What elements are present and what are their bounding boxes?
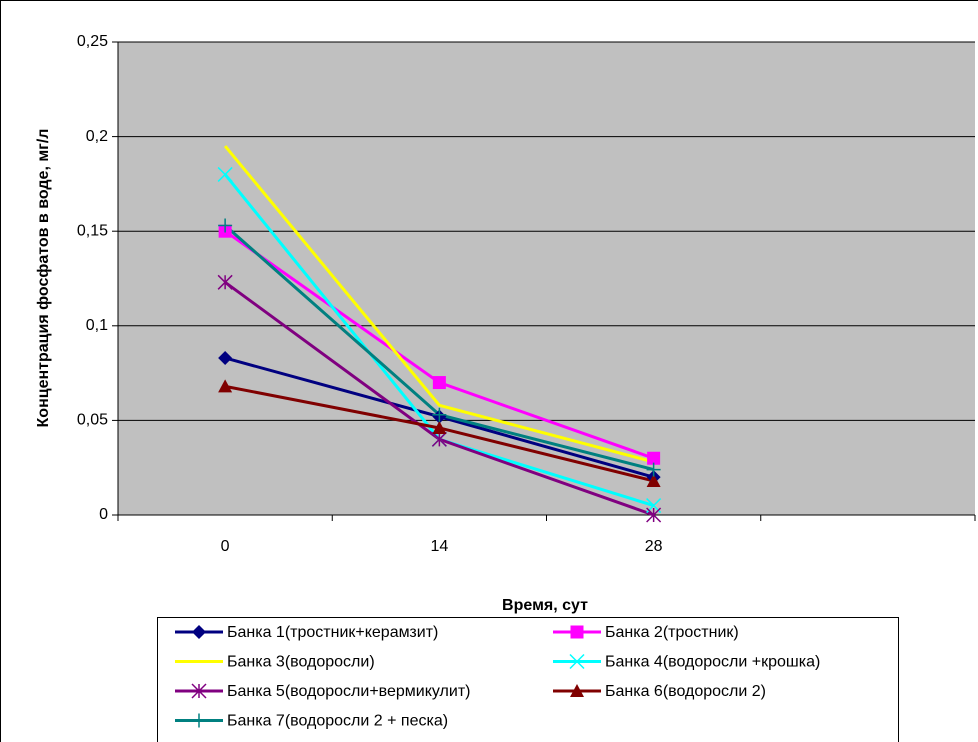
marker: [431, 431, 447, 447]
marker: [570, 625, 584, 639]
legend-entry: Банка 2(тростник): [553, 624, 739, 641]
y-axis-label: Концентрация фосфатов в воде, мг/л: [35, 129, 52, 428]
legend-entry: Банка 1(тростник+керамзит): [175, 624, 438, 641]
y-tick-label: 0,2: [86, 128, 108, 145]
marker: [218, 218, 233, 233]
marker: [218, 379, 233, 393]
legend-label: Банка 4(водоросли +крошка): [605, 654, 820, 671]
legend-box: [157, 617, 899, 742]
legend-label: Банка 5(водоросли+вермикулит): [227, 683, 470, 700]
legend-label: Банка 3(водоросли): [227, 654, 375, 671]
y-tick-label: 0,15: [77, 222, 108, 239]
marker: [192, 713, 206, 728]
legend-label: Банка 2(тростник): [605, 624, 739, 641]
marker: [569, 653, 585, 670]
marker: [646, 507, 662, 523]
legend-entry: Банка 3(водоросли): [175, 654, 375, 671]
marker: [218, 350, 233, 365]
y-tick-label: 0: [99, 506, 108, 523]
x-axis-label: Время, сут: [502, 597, 588, 614]
marker: [217, 274, 233, 290]
legend-label: Банка 7(водоросли 2 + песка): [227, 713, 448, 730]
y-tick-label: 0,25: [77, 33, 108, 50]
legend-label: Банка 1(тростник+керамзит): [227, 624, 438, 641]
legend-entry: Банка 6(водоросли 2): [553, 683, 766, 700]
marker: [647, 451, 661, 465]
marker: [646, 462, 661, 477]
marker: [217, 166, 233, 182]
legend-entry: Банка 4(водоросли +крошка): [553, 654, 820, 671]
marker: [192, 625, 206, 639]
legend-label: Банка 6(водоросли 2): [605, 683, 766, 700]
y-tick-label: 0,05: [77, 412, 108, 429]
marker: [432, 407, 447, 422]
marker: [432, 376, 446, 390]
x-tick-label: 28: [645, 538, 663, 555]
y-tick-label: 0,1: [86, 317, 108, 334]
marker: [191, 683, 207, 699]
marker: [432, 420, 447, 434]
marker: [646, 473, 661, 487]
legend-entry: Банка 7(водоросли 2 + песка): [175, 713, 448, 730]
plot-area: [118, 42, 975, 515]
legend-entry: Банка 5(водоросли+вермикулит): [175, 683, 470, 700]
series-line: [223, 145, 655, 464]
marker: [570, 684, 584, 697]
x-tick-label: 14: [430, 538, 448, 555]
x-tick-label: 0: [221, 538, 230, 555]
